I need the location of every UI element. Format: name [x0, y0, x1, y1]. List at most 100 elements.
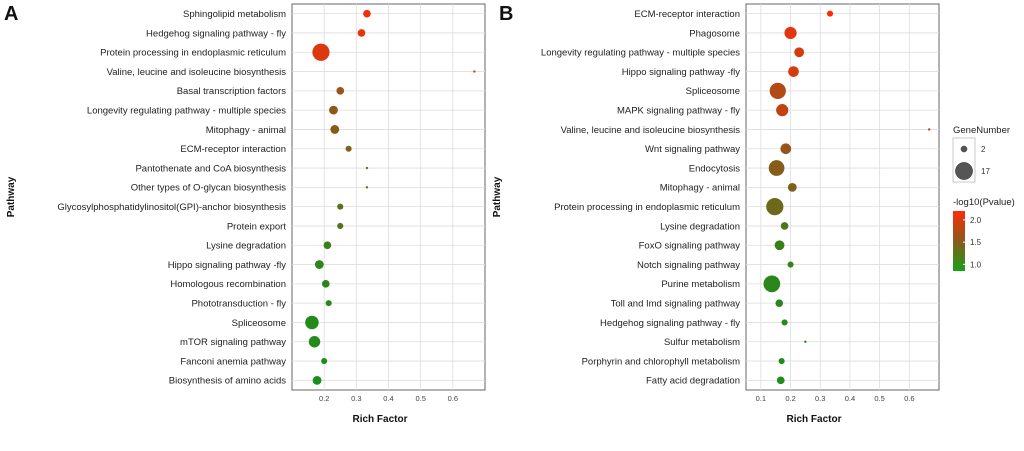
panel-a-pathway-label: ECM-receptor interaction — [180, 144, 286, 155]
panel-a-point — [357, 29, 366, 37]
panel-a-x-tick-label: 0.2 — [319, 394, 329, 403]
panel-b-x-tick-label: 0.3 — [815, 394, 825, 403]
panel-a-pathway-label: Hippo signaling pathway -fly — [168, 260, 287, 271]
legend-size-key-label: 2 — [981, 145, 986, 154]
panel-b-pathway-label: Lysine degradation — [660, 221, 740, 232]
panel-b-pathway-label: Wnt signaling pathway — [645, 144, 740, 155]
panel-a-pathway-label: Homologous recombination — [170, 279, 286, 290]
panel-b-pathway-label: Notch signaling pathway — [637, 260, 740, 271]
legend-size-key-label: 17 — [981, 167, 990, 176]
panel-a-point — [336, 87, 345, 95]
panel-b-point — [787, 182, 797, 192]
panel-a-x-tick-label: 0.6 — [448, 394, 458, 403]
legend: GeneNumber 2 17 -log10(Pvalue) 2.0 1.5 1.0 — [952, 125, 1015, 271]
panel-b-pathway-labels: ECM-receptor interaction Phagosome Longevi… — [541, 9, 740, 387]
panel-a-point — [314, 260, 324, 269]
panel-b-pathway-label: Protein processing in endoplasmic reticu… — [554, 202, 740, 213]
panel-a-points — [305, 9, 476, 385]
panel-b-point — [784, 26, 797, 40]
panel-a-point — [323, 241, 332, 250]
panel-b-x-tick-label: 0.5 — [874, 394, 884, 403]
panel-b-pathway-label: Fatty acid degradation — [646, 376, 740, 387]
panel-a-point — [365, 166, 369, 170]
panel-a-point — [321, 280, 330, 288]
legend-color-tick-label: 1.5 — [970, 238, 982, 247]
panel-a-point — [330, 125, 340, 134]
panel-a-point — [337, 222, 344, 229]
panel-b-point — [768, 160, 785, 176]
panel-a-pathway-labels: Sphingolipid metabolism Hedgehog signalin… — [57, 9, 286, 387]
legend-size-key-circle — [955, 162, 973, 180]
panel-a-point — [363, 9, 371, 18]
legend-color-tick-label: 2.0 — [970, 216, 982, 225]
panel-a-x-tick-label: 0.5 — [415, 394, 425, 403]
panel-a-point — [329, 105, 338, 115]
panel-b-x-tick-label: 0.4 — [845, 394, 855, 403]
panel-b-point — [788, 66, 799, 77]
panel-b-point — [778, 358, 785, 365]
panel-b-pathway-label: Spliceosome — [686, 86, 740, 97]
panel-b-pathway-label: FoxO signaling pathway — [639, 241, 741, 252]
panel-b-point — [776, 104, 789, 117]
panel-a-x-ticks: 0.2 0.3 0.4 0.5 0.6 — [319, 394, 458, 403]
panel-b-point — [787, 261, 794, 268]
legend-size-keys: 2 17 — [955, 145, 990, 180]
panel-a-x-tick-label: 0.4 — [383, 394, 393, 403]
panel-b-point — [763, 275, 781, 293]
panel-a-x-tick-label: 0.3 — [351, 394, 361, 403]
panel-b-pathway-label: Sulfur metabolism — [664, 337, 740, 348]
panel-a-x-axis-title: Rich Factor — [352, 414, 407, 425]
panel-b-pathway-label: Valine, leucine and isoleucine biosynthe… — [561, 125, 741, 136]
panel-a-point — [345, 145, 352, 152]
panel-a-pathway-label: Valine, leucine and isoleucine biosynthe… — [107, 67, 287, 78]
panel-b-point — [780, 143, 792, 155]
panel-b-point — [776, 376, 785, 385]
legend-color-title: -log10(Pvalue) — [953, 197, 1015, 208]
panel-b-pathway-label: Endocytosis — [689, 163, 740, 174]
panel-a-pathway-label: Other types of O-glycan biosynthesis — [131, 183, 286, 194]
panel-b-pathway-label: ECM-receptor interaction — [634, 9, 740, 20]
panel-a-pathway-label: Phototransduction - fly — [191, 298, 286, 309]
panel-a-pathway-label: Basal transcription factors — [177, 86, 287, 97]
panel-a-point — [365, 186, 369, 189]
panel-b-pathway-label: Phagosome — [689, 28, 740, 39]
panel-a-pathway-label: Glycosylphosphatidylinositol(GPI)-anchor… — [57, 202, 286, 213]
panel-b-pathway-label: Longevity regulating pathway - multiple … — [541, 48, 740, 59]
panel-b-point — [766, 198, 784, 216]
panel-b-points — [763, 10, 931, 385]
panel-a-pathway-label: Biosynthesis of amino acids — [169, 376, 286, 387]
legend-size-key-circle — [960, 145, 968, 153]
panel-a-pathway-label: Sphingolipid metabolism — [183, 9, 286, 20]
panel-b-point — [826, 10, 834, 17]
panel-a-pathway-label: Mitophagy - animal — [206, 125, 286, 136]
panel-a-point — [308, 336, 321, 348]
panel-b-pathway-label: Hedgehog signaling pathway - fly — [600, 318, 740, 329]
panel-b-pathway-label: Mitophagy - animal — [660, 183, 740, 194]
panel-a-pathway-label: Protein export — [227, 221, 287, 232]
legend-color-ticks: 2.0 1.5 1.0 — [963, 216, 982, 269]
panel-a-point — [473, 70, 476, 73]
panel-b-x-tick-label: 0.6 — [904, 394, 914, 403]
panel-a-plot: Sphingolipid metabolism Hedgehog signalin… — [57, 3, 486, 403]
panel-a-pathway-label: Protein processing in endoplasmic reticu… — [100, 48, 286, 59]
panel-a-y-axis-title: Pathway — [6, 176, 17, 217]
panel-b-pathway-label: MAPK signaling pathway - fly — [617, 105, 740, 116]
panel-b-point — [780, 222, 789, 230]
panel-b-pathway-label: Hippo signaling pathway -fly — [622, 67, 741, 78]
panel-b-point — [775, 299, 784, 307]
legend-size-title: GeneNumber — [953, 125, 1010, 136]
panel-a-point — [337, 203, 344, 210]
panel-b-point — [804, 340, 807, 343]
panel-b-x-axis-title: Rich Factor — [786, 414, 841, 425]
panel-a-point — [321, 358, 328, 365]
panel-label-a: A — [4, 3, 18, 25]
panel-b-x-tick-label: 0.2 — [785, 394, 795, 403]
panel-b-point — [794, 47, 805, 58]
panel-b-y-axis-title: Pathway — [492, 176, 503, 217]
panel-a-pathway-label: Fanconi anemia pathway — [180, 356, 286, 367]
panel-b-x-ticks: 0.1 0.2 0.3 0.4 0.5 0.6 — [756, 394, 915, 403]
panel-b-pathway-label: Purine metabolism — [661, 279, 740, 290]
panel-b-point — [781, 319, 788, 326]
panel-b-point — [774, 240, 785, 251]
panel-b-pathway-label: Porphyrin and chlorophyll metabolism — [582, 356, 740, 367]
